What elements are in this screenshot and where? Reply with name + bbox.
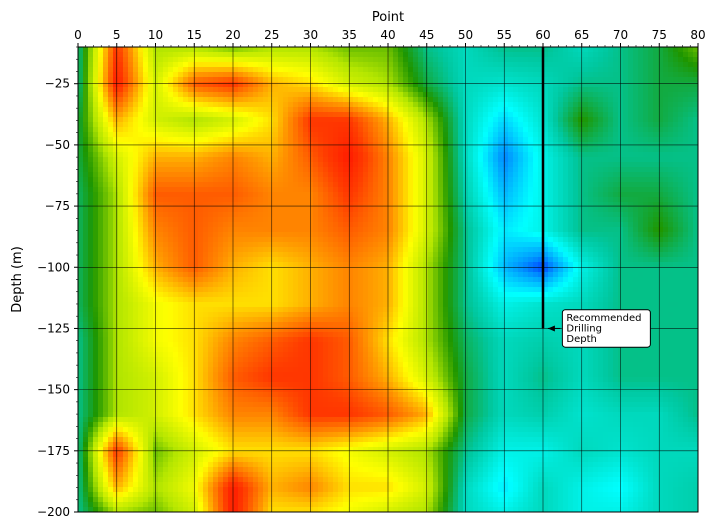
y-tick-label: −200	[37, 505, 70, 519]
annotation-text-line: Drilling	[566, 324, 602, 335]
x-axis-title: Point	[372, 10, 404, 25]
x-tick-label: 30	[303, 28, 318, 42]
x-tick-label: 75	[652, 28, 667, 42]
y-axis-title: Depth (m)	[10, 246, 25, 313]
x-tick-label: 0	[74, 28, 82, 42]
y-tick-label: −150	[37, 383, 70, 397]
y-tick-label: −75	[45, 199, 70, 213]
x-tick-label: 60	[535, 28, 550, 42]
x-tick-label: 55	[497, 28, 512, 42]
y-tick-label: −50	[45, 138, 70, 152]
x-tick-label: 70	[613, 28, 628, 42]
x-tick-label: 65	[574, 28, 589, 42]
x-tick-label: 25	[264, 28, 279, 42]
x-tick-label: 80	[690, 28, 705, 42]
x-tick-label: 50	[458, 28, 473, 42]
x-tick-label: 45	[419, 28, 434, 42]
y-tick-label: −125	[37, 321, 70, 335]
annotation-text-line: Depth	[566, 334, 596, 345]
x-tick-label: 5	[113, 28, 121, 42]
y-tick-label: −25	[45, 77, 70, 91]
axis-ticks: 0 5 10 15 20 25 30 35 40 45 50 55 60 65 70 75 80 −25 −50 −7…	[37, 28, 706, 519]
y-tick-label: −175	[37, 444, 70, 458]
heatmap	[78, 47, 698, 512]
x-tick-label: 10	[148, 28, 163, 42]
x-tick-label: 20	[225, 28, 240, 42]
x-tick-label: 15	[187, 28, 202, 42]
x-tick-label: 40	[380, 28, 395, 42]
x-tick-label: 35	[342, 28, 357, 42]
annotation-text-line: Recommended	[566, 313, 641, 324]
annotation-box	[561, 309, 651, 348]
y-tick-label: −100	[37, 260, 70, 274]
